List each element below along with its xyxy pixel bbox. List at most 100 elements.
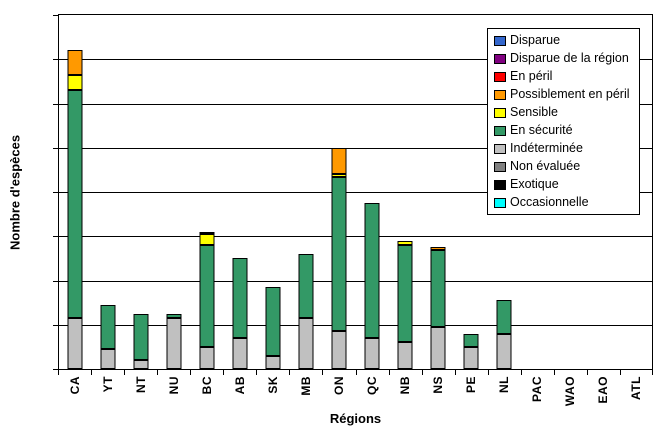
y-tick-mark [53, 103, 58, 105]
x-tick-mark [91, 370, 93, 375]
gridline-60 [59, 236, 652, 238]
x-tick-label: MB [298, 376, 313, 396]
legend-entry: En péril [494, 70, 635, 83]
bar-segment [232, 338, 248, 369]
bar-segment [331, 174, 347, 177]
bar-segment [133, 313, 149, 361]
x-tick-label: QC [365, 376, 380, 395]
legend-label: Disparue [510, 33, 561, 47]
legend-label: Occasionnelle [510, 195, 589, 209]
x-tick-label: NB [398, 376, 413, 395]
bar-segment [67, 74, 83, 91]
bar-segment [463, 346, 479, 369]
bar-segment [496, 300, 512, 334]
bar-segment [430, 247, 446, 250]
bar-segment [397, 240, 413, 246]
bar-segment [331, 176, 347, 332]
bar-segment [430, 249, 446, 327]
y-tick-mark [53, 59, 58, 61]
x-tick-mark [520, 370, 522, 375]
x-tick-label: ON [331, 376, 346, 395]
legend-entry: Sensible [494, 106, 635, 119]
legend-label: En sécurité [510, 123, 573, 137]
bar-pe [463, 333, 479, 369]
category-slot-sk [257, 15, 290, 369]
bar-segment [331, 147, 347, 175]
legend-entry: Non évaluée [494, 160, 635, 173]
legend-label: En péril [510, 69, 553, 83]
category-slot-nl [487, 15, 520, 369]
legend-swatch-icon [494, 143, 506, 154]
x-tick-mark [223, 370, 225, 375]
category-slot-bc [191, 15, 224, 369]
legend-swatch-icon [494, 197, 506, 208]
bar-segment [100, 304, 116, 350]
bar-ns [430, 247, 446, 369]
bar-segment [397, 245, 413, 343]
x-tick-mark [553, 370, 555, 375]
legend-swatch-icon [494, 71, 506, 82]
bar-segment [199, 346, 215, 369]
x-tick-mark [388, 370, 390, 375]
category-slot-qc [355, 15, 388, 369]
bar-segment [397, 342, 413, 369]
legend-entry: Possiblement en péril [494, 88, 635, 101]
bar-segment [166, 313, 182, 319]
bar-bc [199, 231, 215, 369]
legend-entry: En sécurité [494, 124, 635, 137]
x-tick-label: EAO [596, 376, 611, 404]
x-tick-label: NL [497, 376, 512, 393]
x-tick-mark [124, 370, 126, 375]
x-tick-mark [58, 370, 59, 375]
bar-segment [199, 231, 215, 235]
y-tick-mark [53, 15, 58, 16]
category-slot-ns [421, 15, 454, 369]
category-slot-ab [224, 15, 257, 369]
legend-swatch-icon [494, 179, 506, 190]
bar-ca [67, 50, 83, 369]
x-tick-label: PE [464, 376, 479, 394]
x-tick-mark [619, 370, 621, 375]
legend-entry: Occasionnelle [494, 196, 635, 209]
bar-segment [67, 90, 83, 319]
x-tick-mark [487, 370, 489, 375]
gridline-100 [59, 147, 652, 149]
x-tick-label: NS [431, 376, 446, 394]
bar-sk [265, 287, 281, 369]
category-slot-ca [59, 15, 92, 369]
x-tick-mark [157, 370, 159, 375]
gridline-140 [59, 59, 652, 61]
x-tick-mark [355, 370, 357, 375]
y-tick-mark [53, 192, 58, 193]
bar-segment [232, 258, 248, 338]
legend: Disparue Disparue de la région En péril Pos… [487, 28, 640, 215]
bar-nu [166, 313, 182, 369]
bar-yt [100, 304, 116, 369]
x-tick-label: WAO [563, 376, 578, 407]
legend-swatch-icon [494, 107, 506, 118]
bar-slots [59, 15, 652, 369]
x-tick-mark [652, 370, 653, 375]
y-tick-mark [53, 147, 58, 149]
x-tick-mark [256, 370, 258, 375]
legend-label: Non évaluée [510, 159, 581, 173]
x-tick-label: CA [67, 376, 82, 395]
x-tick-mark [421, 370, 423, 375]
x-tick-label: ATL [629, 376, 644, 400]
bar-segment [298, 318, 314, 369]
legend-swatch-icon [494, 53, 506, 64]
category-slot-yt [92, 15, 125, 369]
y-tick-mark [53, 369, 58, 370]
bar-qc [364, 203, 380, 369]
gridline-80 [59, 192, 652, 193]
bar-segment [496, 333, 512, 369]
bar-segment [67, 318, 83, 369]
bar-segment [463, 333, 479, 347]
bar-segment [199, 245, 215, 347]
gridline-20 [59, 324, 652, 326]
legend-swatch-icon [494, 89, 506, 100]
bar-mb [298, 253, 314, 369]
bar-segment [133, 360, 149, 369]
category-slot-pe [454, 15, 487, 369]
